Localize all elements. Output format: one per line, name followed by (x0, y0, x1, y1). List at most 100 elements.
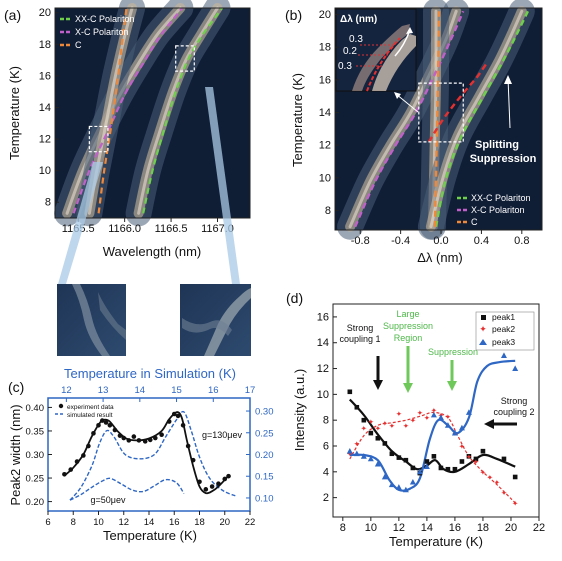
peak1-point (452, 466, 458, 472)
x-tick-label: 10 (93, 517, 104, 528)
peak2-point: ✦ (417, 408, 423, 417)
zoom-image-right (180, 284, 251, 356)
peak1-point (396, 455, 402, 460)
panel-d-label: (d) (286, 290, 303, 306)
top-tick-label: 13 (98, 385, 109, 396)
x-tick-label: 16 (169, 517, 180, 528)
peak3-point (388, 481, 395, 488)
y-tick-label: 0.25 (26, 474, 45, 485)
y-tick-label: 14 (39, 102, 51, 114)
x-tick-label: 8 (340, 522, 346, 534)
panel-c-x-ticks: 6 8 10 12 14 16 18 20 22 (45, 511, 255, 528)
x-tick-label: 10 (365, 522, 377, 534)
panel-b-y-ticks: 8 10 12 14 16 18 20 (319, 9, 339, 217)
y-tick-label: 0.30 (26, 450, 45, 461)
x-tick-label: 20 (219, 517, 230, 528)
y-tick-label: 16 (317, 311, 329, 323)
x-tick-label: 16 (449, 522, 461, 534)
peak3-point (395, 484, 402, 490)
y-tick-label: 8 (45, 197, 51, 209)
experiment-point (91, 431, 96, 436)
peak2-point: ✦ (494, 478, 500, 487)
y-tick-label: 14 (319, 107, 331, 119)
peak3-point (409, 478, 416, 485)
x-tick-label: 20 (505, 522, 517, 534)
panel-a-y-ticks: 8 10 12 14 16 18 20 (39, 7, 59, 209)
svg-text:✦: ✦ (479, 324, 487, 334)
panel-b-highlight-boxes (418, 82, 464, 143)
annotation-suppression: Suppression (428, 347, 478, 357)
annotation-g50: g=50μev (91, 495, 126, 505)
peak1-point (403, 457, 409, 463)
peak2-point: ✦ (382, 419, 388, 428)
peak3-point (437, 414, 444, 420)
x-tick-label: 6 (45, 517, 50, 528)
highlight-box (418, 82, 464, 143)
x-tick-label: 22 (245, 517, 256, 528)
simulation-curve-g50 (69, 477, 185, 501)
experiment-point (121, 435, 127, 441)
experiment-point (180, 423, 186, 428)
y-tick-label: 20 (319, 9, 331, 21)
legend-entry-experiment: experiment data (67, 404, 114, 411)
legend-entry-peak3: peak3 (492, 337, 515, 347)
peak3-point (381, 473, 388, 480)
panel-a-label: (a) (4, 7, 21, 23)
peak3-point (367, 455, 374, 462)
peak1-point (424, 459, 430, 464)
peak1-point (459, 459, 465, 464)
annotation-large: Large (396, 309, 419, 319)
peak1-point (466, 454, 472, 459)
y-tick-label: 8 (325, 205, 331, 217)
panel-a-frame (54, 7, 251, 219)
peak1-point (480, 448, 486, 454)
inset-title: Δλ (nm) (340, 14, 377, 25)
top-tick-label: 15 (171, 385, 182, 396)
peak2-point: ✦ (368, 417, 374, 426)
y-tick-label: 18 (39, 39, 51, 51)
x-tick-label: 12 (118, 517, 129, 528)
legend-entry-peak2: peak2 (492, 324, 515, 334)
y-tick-label: 10 (39, 165, 51, 177)
splitting-suppression-arrowhead (504, 75, 512, 84)
peak1-point (431, 454, 437, 459)
y-tick-label: 10 (317, 389, 329, 401)
mode-line (72, 7, 184, 214)
inset-label-bottom: 0.3 (338, 61, 352, 72)
legend-entry-peak1: peak1 (492, 312, 515, 322)
panel-b-label: (b) (285, 7, 302, 23)
peak2-point: ✦ (445, 412, 451, 421)
panel-c-legend: experiment data simulated result (55, 403, 114, 419)
peak1-point (445, 466, 451, 472)
experiment-point (112, 427, 118, 433)
y-tick-label: 0.10 (255, 493, 274, 504)
peak3-point (416, 468, 423, 475)
peak3-point (451, 429, 458, 436)
panel-d-x-ticks: 8 10 12 14 16 18 20 22 (340, 517, 545, 534)
x-tick-label: 18 (477, 522, 489, 534)
experiment-point (185, 443, 191, 449)
peak3-point (512, 365, 519, 371)
peak1-point (473, 456, 479, 462)
peak2-point: ✦ (375, 424, 381, 433)
y-tick-label: 10 (319, 172, 331, 184)
fit-curve-1 (348, 398, 516, 474)
panel-c-y-ticks: 0.20 0.25 0.30 0.35 0.40 (26, 403, 52, 508)
intensity-ridge-core (137, 6, 219, 215)
annotation-strong-coupling-2b: coupling 2 (493, 407, 534, 417)
peak2-point: ✦ (501, 488, 507, 497)
panel-c-label: (c) (8, 379, 24, 395)
zoom-image-left (57, 284, 126, 356)
arrow-large-suppression-head (403, 383, 413, 393)
peak1-point (347, 389, 353, 395)
y-tick-label: 0.30 (255, 407, 274, 418)
peak3-point (346, 447, 353, 454)
highlight-box (175, 45, 195, 72)
peak2-point: ✦ (389, 421, 395, 430)
experiment-point (216, 481, 221, 486)
panel-a-legend: XX-C Polariton X-C Polariton C (60, 14, 135, 50)
y-tick-label: 0.20 (255, 450, 274, 461)
legend-entry-xx-c: XX-C Polariton (75, 14, 135, 24)
experiment-point (62, 471, 67, 477)
